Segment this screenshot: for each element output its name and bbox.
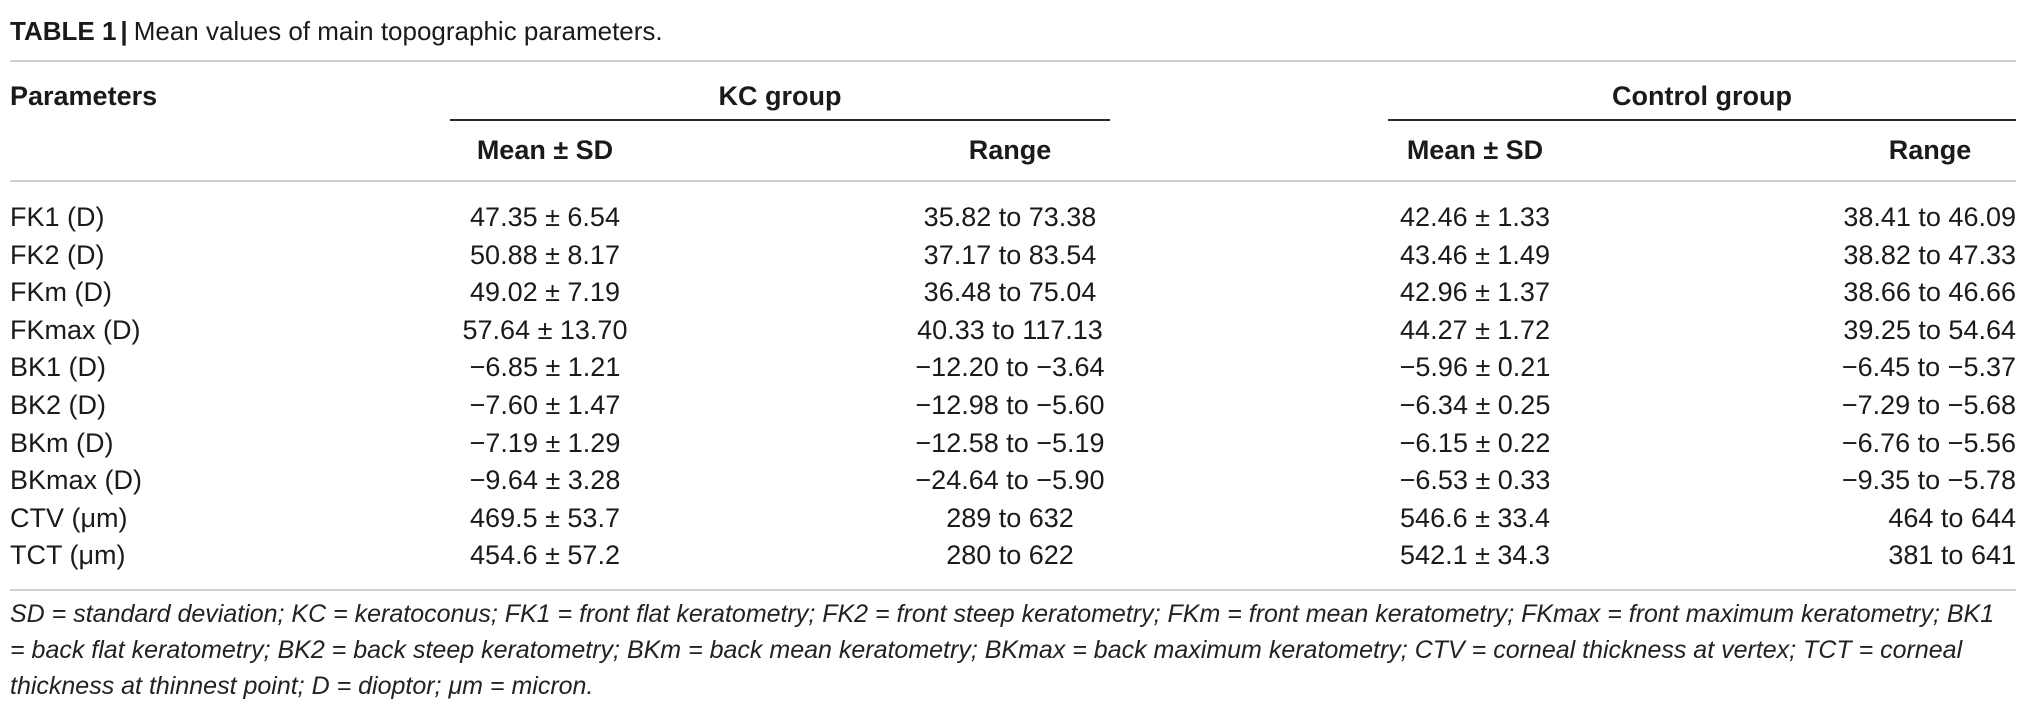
cell-ctrl-range: −6.45 to −5.37 xyxy=(1841,352,2016,383)
header-ctrl-mean: Mean ± SD xyxy=(1406,135,1544,165)
top-rule xyxy=(10,60,2016,62)
cell-kc-range: 36.48 to 75.04 xyxy=(923,277,1097,308)
cell-ctrl-mean: −6.53 ± 0.33 xyxy=(1399,465,1551,496)
cell-parameter: BK2 (D) xyxy=(10,390,107,420)
cell-kc-mean: 47.35 ± 6.54 xyxy=(470,202,620,232)
cell-parameter: FK1 (D) xyxy=(10,202,105,232)
cell-parameter: TCT (μm) xyxy=(10,540,126,571)
cell-kc-mean: 49.02 ± 7.19 xyxy=(470,277,620,308)
cell-ctrl-mean: 542.1 ± 34.3 xyxy=(1400,540,1550,571)
cell-kc-range: 35.82 to 73.38 xyxy=(923,202,1097,232)
cell-parameter: FK2 (D) xyxy=(10,239,105,270)
header-ctrl-range: Range xyxy=(1888,135,1972,165)
header-kc-mean: Mean ± SD xyxy=(476,135,614,165)
cell-kc-range: 37.17 to 83.54 xyxy=(923,239,1097,270)
cell-kc-range: −12.58 to −5.19 xyxy=(915,427,1105,458)
cell-kc-mean: −7.60 ± 1.47 xyxy=(469,390,621,420)
cell-parameter: FKm (D) xyxy=(10,277,112,308)
caption-separator: | xyxy=(120,16,128,46)
cell-ctrl-range: −6.76 to −5.56 xyxy=(1841,427,2016,458)
cell-ctrl-mean: 42.46 ± 1.33 xyxy=(1400,202,1550,232)
cell-ctrl-mean: −5.96 ± 0.21 xyxy=(1399,352,1551,383)
table-caption: TABLE 1 | Mean values of main topographic … xyxy=(10,14,663,48)
cell-kc-mean: −7.19 ± 1.29 xyxy=(469,427,621,458)
table-footnote: SD = standard deviation; KC = keratoconu… xyxy=(10,600,1995,700)
bottom-rule xyxy=(10,589,2016,591)
cell-kc-mean: 454.6 ± 57.2 xyxy=(470,540,620,571)
cell-parameter: BKmax (D) xyxy=(10,465,143,496)
cell-parameter: FKmax (D) xyxy=(10,314,141,345)
cell-ctrl-mean: −6.34 ± 0.25 xyxy=(1399,390,1551,420)
cell-ctrl-range: 38.66 to 46.66 xyxy=(1843,277,2016,308)
cell-ctrl-range: −7.29 to −5.68 xyxy=(1841,390,2016,420)
header-kc-range: Range xyxy=(968,135,1052,165)
cell-kc-range: −12.20 to −3.64 xyxy=(915,352,1105,383)
header-parameters: Parameters xyxy=(10,81,158,111)
cell-kc-mean: 57.64 ± 13.70 xyxy=(462,314,628,345)
cell-parameter: CTV (μm) xyxy=(10,502,128,533)
cell-ctrl-range: 464 to 644 xyxy=(1888,502,2016,533)
caption-label: TABLE 1 xyxy=(10,16,117,46)
cell-ctrl-mean: 42.96 ± 1.37 xyxy=(1400,277,1550,308)
cell-ctrl-range: 38.41 to 46.09 xyxy=(1843,202,2016,232)
cell-ctrl-mean: 44.27 ± 1.72 xyxy=(1400,314,1550,345)
cell-kc-range: −24.64 to −5.90 xyxy=(915,465,1105,496)
cell-ctrl-mean: 43.46 ± 1.49 xyxy=(1400,239,1550,270)
cell-parameter: BK1 (D) xyxy=(10,352,107,383)
cell-kc-range: 289 to 632 xyxy=(946,502,1074,533)
cell-parameter: BKm (D) xyxy=(10,427,114,458)
cell-kc-mean: −6.85 ± 1.21 xyxy=(469,352,621,383)
cell-ctrl-mean: 546.6 ± 33.4 xyxy=(1400,502,1550,533)
cell-kc-mean: −9.64 ± 3.28 xyxy=(469,465,621,496)
cell-ctrl-range: 38.82 to 47.33 xyxy=(1843,239,2016,270)
cell-kc-mean: 469.5 ± 53.7 xyxy=(470,502,620,533)
caption-text: Mean values of main topographic paramete… xyxy=(133,16,663,46)
header-kc-group: KC group xyxy=(718,81,842,111)
cell-ctrl-range: −9.35 to −5.78 xyxy=(1841,465,2016,496)
header-control-group: Control group xyxy=(1612,81,1792,111)
cell-ctrl-mean: −6.15 ± 0.22 xyxy=(1399,427,1551,458)
cell-kc-range: 40.33 to 117.13 xyxy=(917,314,1103,345)
cell-kc-range: −12.98 to −5.60 xyxy=(915,390,1105,420)
cell-kc-mean: 50.88 ± 8.17 xyxy=(470,239,620,270)
cell-ctrl-range: 39.25 to 54.64 xyxy=(1843,314,2016,345)
control-group-underline xyxy=(1388,119,2016,121)
header-rule xyxy=(10,180,2016,182)
cell-kc-range: 280 to 622 xyxy=(946,540,1074,571)
kc-group-underline xyxy=(450,119,1110,121)
cell-ctrl-range: 381 to 641 xyxy=(1888,540,2016,571)
